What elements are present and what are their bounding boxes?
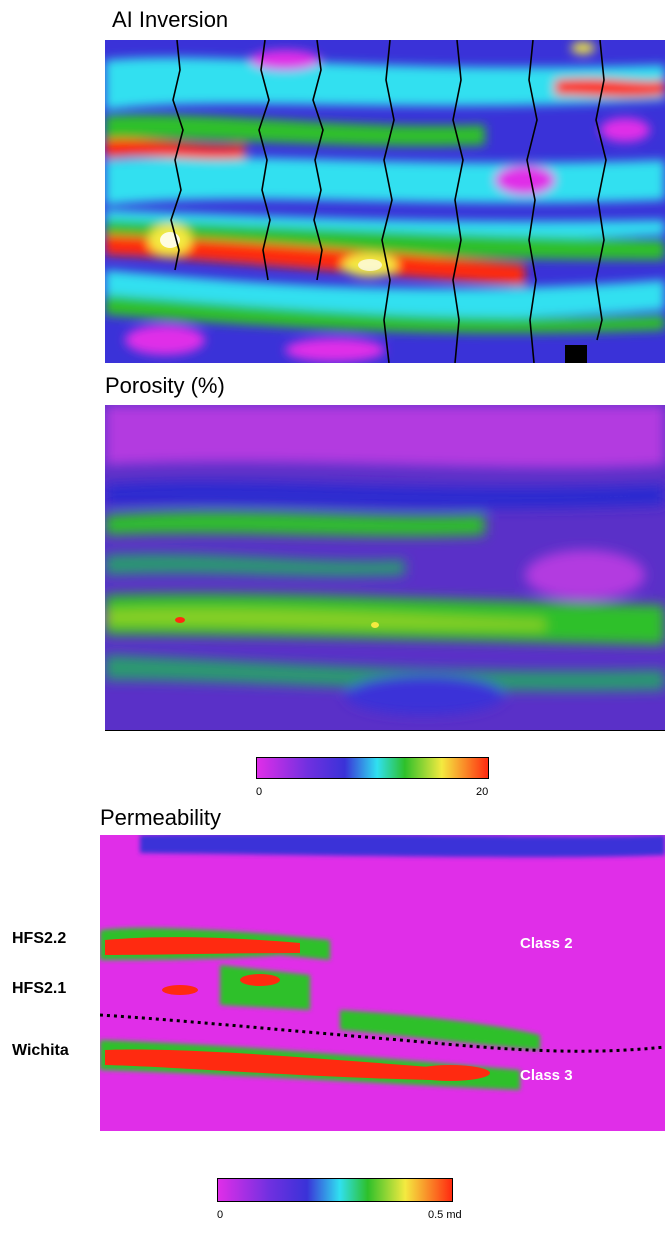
porosity-panel xyxy=(105,405,665,731)
horizon-label-hfs22: HFS2.2 xyxy=(12,930,67,947)
permeability-colorbar xyxy=(217,1178,453,1202)
class-2-label: Class 2 xyxy=(520,935,573,952)
ai-inversion-image xyxy=(105,40,665,363)
porosity-colorbar xyxy=(256,757,489,779)
porosity-colorbar-min: 0 xyxy=(256,786,263,798)
horizon-label-hfs21: HFS2.1 xyxy=(12,980,67,997)
permeability-colorbar-min: 0 xyxy=(217,1209,224,1221)
ai-inversion-panel xyxy=(105,40,665,363)
permeability-image xyxy=(100,835,665,1131)
permeability-colorbar-max: 0.5 md xyxy=(428,1209,462,1221)
porosity-image xyxy=(105,405,665,730)
ai-inversion-title: AI Inversion xyxy=(112,7,229,32)
permeability-title: Permeability xyxy=(100,805,222,830)
porosity-colorbar-max: 20 xyxy=(476,786,489,798)
permeability-panel xyxy=(100,835,665,1131)
porosity-title: Porosity (%) xyxy=(105,373,225,398)
class-3-label: Class 3 xyxy=(520,1067,573,1084)
horizon-label-wichita: Wichita xyxy=(12,1042,69,1059)
